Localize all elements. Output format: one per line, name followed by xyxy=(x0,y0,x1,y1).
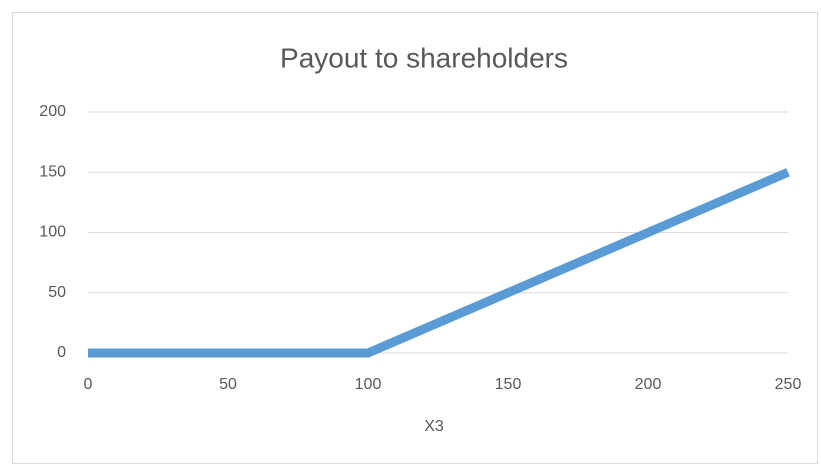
chart-frame xyxy=(12,12,818,464)
y-tick-label: 100 xyxy=(39,224,66,241)
y-tick-label: 0 xyxy=(57,344,66,361)
y-tick-label: 150 xyxy=(39,163,66,180)
x-tick-label: 100 xyxy=(355,376,382,393)
x-tick-label: 250 xyxy=(775,376,802,393)
x-tick-label: 150 xyxy=(495,376,522,393)
line-series xyxy=(88,168,790,358)
chart-title: Payout to shareholders xyxy=(280,42,568,73)
x-axis-label: X3 xyxy=(424,418,444,435)
x-tick-label: 200 xyxy=(635,376,662,393)
x-tick-label: 0 xyxy=(84,376,93,393)
y-tick-label: 50 xyxy=(48,284,66,301)
y-tick-label: 200 xyxy=(39,103,66,120)
x-tick-label: 50 xyxy=(219,376,237,393)
